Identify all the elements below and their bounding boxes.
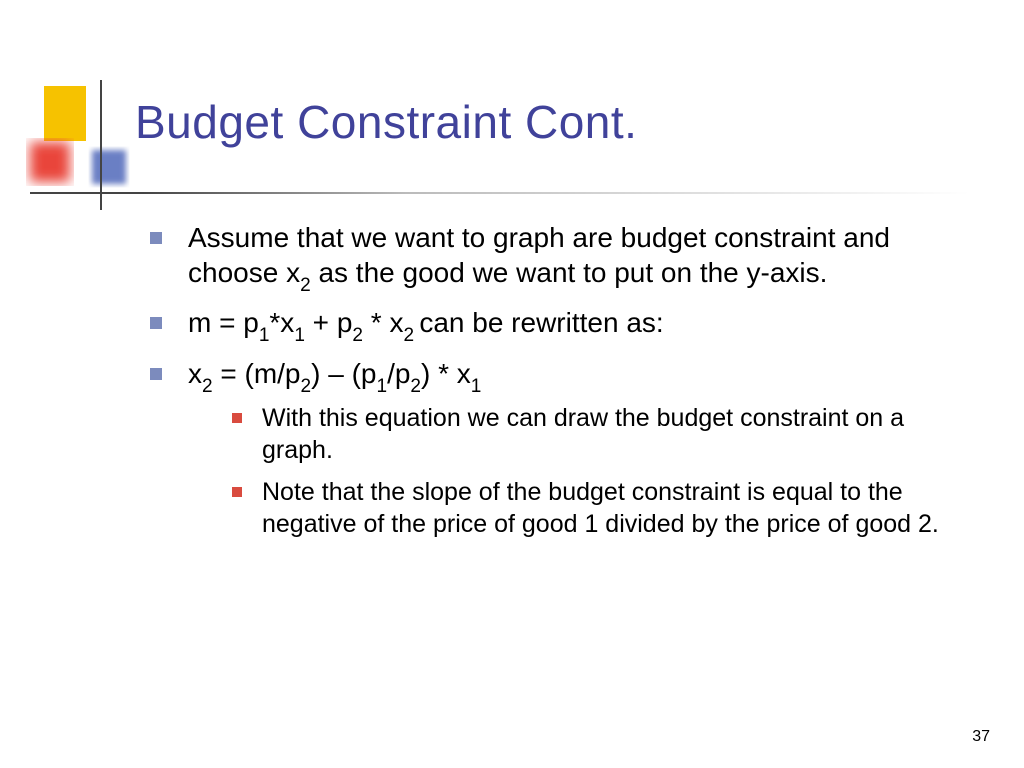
page-number: 37	[972, 728, 990, 746]
slide: Budget Constraint Cont. Assume that we w…	[0, 0, 1024, 768]
slide-title: Budget Constraint Cont.	[135, 95, 637, 149]
bullet-item: m = p1*x1 + p2 * x2 can be rewritten as:	[150, 305, 964, 345]
sub-bullet-list: With this equation we can draw the budge…	[188, 402, 964, 540]
subscript: 1	[471, 376, 482, 397]
subscript: 2	[301, 376, 312, 397]
vertical-rule	[100, 80, 102, 210]
subscript: 2	[202, 376, 213, 397]
subscript: 2	[352, 325, 363, 346]
text-run: *x	[269, 307, 294, 338]
text-run: x	[188, 358, 202, 389]
text-run: * x	[363, 307, 403, 338]
text-run: Note that the slope of the budget constr…	[262, 478, 939, 538]
title-decoration	[30, 85, 110, 195]
decor-yellow-square	[44, 86, 86, 141]
bullet-item: Assume that we want to graph are budget …	[150, 220, 964, 295]
subscript: 2	[403, 325, 419, 346]
bullet-item: x2 = (m/p2) – (p1/p2) * x1With this equa…	[150, 356, 964, 540]
slide-body: Assume that we want to graph are budget …	[150, 220, 964, 550]
decor-red-square	[30, 142, 70, 182]
text-run: ) – (p	[311, 358, 376, 389]
subscript: 1	[376, 376, 387, 397]
sub-bullet-item: Note that the slope of the budget constr…	[232, 476, 964, 540]
horizontal-rule	[30, 192, 970, 194]
subscript: 2	[410, 376, 421, 397]
text-run: = (m/p	[213, 358, 301, 389]
decor-blue-square	[92, 150, 126, 184]
text-run: as the good we want to put on the y-axis…	[311, 257, 828, 288]
sub-bullet-item: With this equation we can draw the budge…	[232, 402, 964, 466]
text-run: + p	[305, 307, 352, 338]
subscript: 2	[300, 275, 311, 296]
text-run: With this equation we can draw the budge…	[262, 404, 904, 464]
text-run: m = p	[188, 307, 259, 338]
text-run: can be rewritten as:	[419, 307, 663, 338]
bullet-list: Assume that we want to graph are budget …	[150, 220, 964, 540]
subscript: 1	[294, 325, 305, 346]
text-run: /p	[387, 358, 410, 389]
subscript: 1	[259, 325, 270, 346]
text-run: ) * x	[421, 358, 471, 389]
